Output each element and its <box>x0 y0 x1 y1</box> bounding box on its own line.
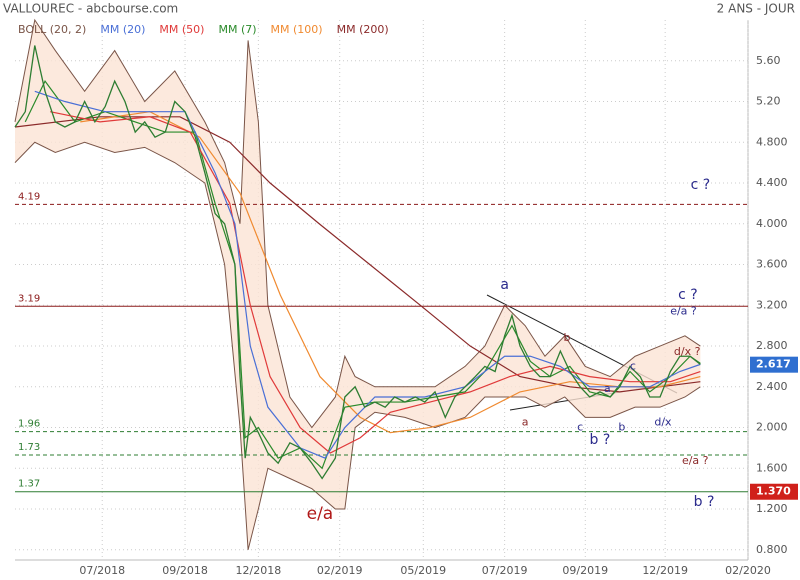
y-tick-label: 4.000 <box>756 217 788 230</box>
ma-line <box>50 111 701 454</box>
legend-entry: MM (200) <box>337 23 389 36</box>
annotation: c <box>630 359 636 372</box>
annotation: b <box>618 421 625 434</box>
level-label: 4.19 <box>18 191 40 202</box>
annotation: b ? <box>694 494 715 510</box>
x-tick-label: 07/2018 <box>79 564 125 577</box>
annotation: a <box>604 382 611 395</box>
price-tag <box>750 483 798 500</box>
legend-entry: MM (7) <box>218 23 256 36</box>
annotation: c ? <box>691 177 711 193</box>
x-tick-label: 09/2019 <box>562 564 608 577</box>
x-tick-label: 09/2018 <box>162 564 208 577</box>
price-tag-label: 2.617 <box>756 358 791 371</box>
annotation: e/a <box>307 504 334 524</box>
y-tick-label: 2.400 <box>756 380 788 393</box>
x-tick-label: 05/2019 <box>400 564 446 577</box>
annotation: c <box>577 421 583 434</box>
annotation: b ? <box>590 432 611 448</box>
legend-entry: MM (50) <box>159 23 204 36</box>
band-fill <box>15 20 701 550</box>
x-tick-label: 07/2019 <box>482 564 528 577</box>
plot: 0.800 1.200 1.600 2.000 2.400 2.800 3.200 3.600… <box>14 18 798 577</box>
legend-entry: MM (20) <box>100 23 145 36</box>
annotation: a <box>500 277 509 293</box>
ma-line <box>80 111 701 434</box>
annotation: c ? <box>678 287 698 303</box>
annotation: e/a ? <box>682 454 709 467</box>
price-tag-label: 1.370 <box>756 485 791 498</box>
chart-title: VALLOUREC - abcbourse.com <box>3 2 178 16</box>
price-line <box>14 45 701 480</box>
y-tick-label: 1.200 <box>756 502 788 515</box>
y-tick-label: 4.800 <box>756 135 788 148</box>
x-tick-label: 12/2018 <box>236 564 282 577</box>
level-label: 1.96 <box>18 419 40 430</box>
annotation: d/x ? <box>674 345 701 358</box>
y-tick-label: 4.400 <box>756 176 788 189</box>
y-tick-label: 2.800 <box>756 339 788 352</box>
x-tick-label: 02/2019 <box>317 564 363 577</box>
level-label: 3.19 <box>18 293 40 304</box>
y-tick-label: 0.800 <box>756 543 788 556</box>
y-tick-label: 1.600 <box>756 461 788 474</box>
level-label: 1.73 <box>18 442 40 453</box>
y-tick-label: 5.60 <box>756 54 781 67</box>
y-tick-label: 5.20 <box>756 95 781 108</box>
legend-entry: BOLL (20, 2) <box>18 23 86 36</box>
x-tick-label: 02/2020 <box>725 564 771 577</box>
price-tag <box>750 356 798 373</box>
annotation: e/a ? <box>670 304 697 317</box>
y-tick-label: 3.200 <box>756 298 788 311</box>
y-tick-label: 3.600 <box>756 258 788 271</box>
legend-entry: MM (100) <box>271 23 323 36</box>
band-line <box>14 18 701 429</box>
band-line <box>14 141 701 550</box>
annotation: b <box>563 331 570 344</box>
annotation: a <box>522 415 529 428</box>
period: 2 ANS - JOUR <box>717 2 795 16</box>
x-tick-label: 12/2019 <box>642 564 688 577</box>
annotation: d/x <box>654 415 672 428</box>
y-tick-label: 2.000 <box>756 421 788 434</box>
level-label: 1.37 <box>18 479 40 490</box>
